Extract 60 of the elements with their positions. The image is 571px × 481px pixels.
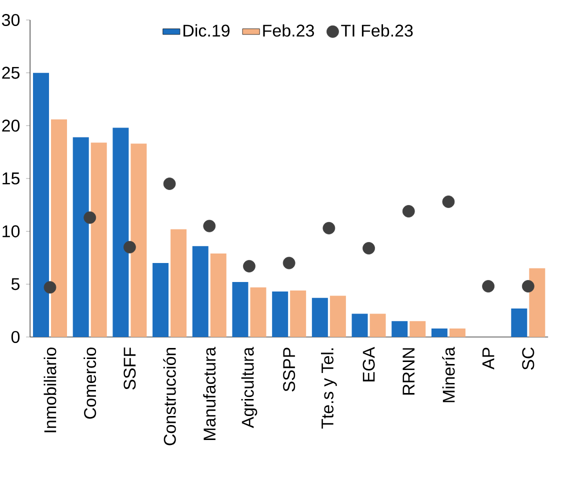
bar — [312, 298, 328, 337]
bar — [431, 328, 448, 337]
y-tick-label: 20 — [2, 120, 20, 132]
point — [282, 256, 296, 270]
x-tick-label: SC — [522, 347, 534, 370]
point — [123, 240, 136, 254]
y-tick-label: 25 — [2, 66, 20, 79]
bar — [529, 268, 546, 337]
bar — [290, 290, 306, 337]
x-tick-label: SSPP — [283, 348, 296, 392]
legend-label: TI Feb.23 — [341, 24, 413, 37]
point — [522, 280, 534, 292]
bar — [272, 292, 288, 337]
bar — [511, 308, 528, 337]
bar — [51, 119, 68, 337]
legend-label: Feb.23 — [263, 24, 314, 37]
point — [482, 280, 495, 292]
point — [362, 242, 375, 254]
y-tick-label: 0 — [11, 330, 20, 344]
bar — [392, 321, 408, 337]
y-tick-label: 15 — [2, 172, 20, 184]
x-tick-label: Comercio — [84, 348, 96, 419]
bar — [90, 142, 107, 337]
x-tick-label: Construcción — [163, 348, 176, 446]
bar — [170, 229, 187, 337]
legend-label: Dic.19 — [184, 24, 230, 37]
x-tick-label: Manufactura — [203, 346, 216, 440]
bar — [210, 254, 226, 337]
x-tick-label: Inmobiliario — [44, 348, 56, 432]
bar — [72, 137, 89, 337]
x-tick-label: SSFF — [124, 348, 136, 390]
bar — [112, 128, 129, 337]
bar — [352, 314, 368, 337]
point — [44, 281, 56, 294]
x-tick-label: EGA — [362, 346, 375, 382]
bar — [232, 282, 248, 337]
point — [402, 205, 415, 218]
bar — [130, 144, 147, 337]
x-tick-label: Tte.s y Tel. — [321, 348, 337, 429]
bar — [152, 263, 169, 337]
point — [243, 260, 256, 272]
x-tick-label: AP — [482, 348, 494, 370]
point — [322, 222, 336, 234]
point — [163, 178, 176, 190]
point — [84, 211, 96, 224]
bar — [449, 328, 466, 337]
x-tick-label: Minería — [442, 346, 455, 402]
point — [203, 220, 216, 232]
bar — [250, 287, 266, 337]
bar — [330, 296, 346, 337]
y-tick-label: 10 — [2, 225, 20, 238]
bar — [192, 246, 208, 337]
x-tick-label: RRNN — [402, 348, 414, 395]
y-tick-label: 5 — [11, 278, 20, 290]
y-tick-label: 30 — [2, 14, 20, 26]
bar — [410, 321, 426, 337]
bar — [370, 314, 386, 337]
bar — [33, 72, 50, 337]
point — [442, 196, 455, 208]
x-tick-label: Agricultura — [241, 346, 258, 428]
